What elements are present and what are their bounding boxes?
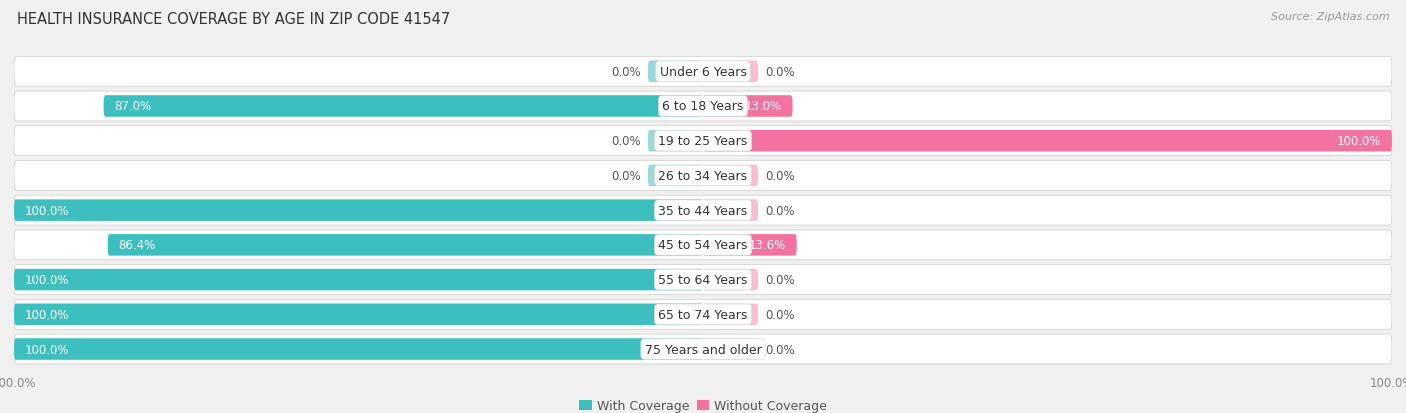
FancyBboxPatch shape — [703, 338, 758, 360]
Text: 0.0%: 0.0% — [765, 343, 794, 356]
FancyBboxPatch shape — [703, 165, 758, 187]
Text: 26 to 34 Years: 26 to 34 Years — [658, 169, 748, 183]
FancyBboxPatch shape — [703, 200, 758, 221]
Text: 19 to 25 Years: 19 to 25 Years — [658, 135, 748, 148]
Text: 100.0%: 100.0% — [24, 343, 69, 356]
Text: 100.0%: 100.0% — [24, 204, 69, 217]
FancyBboxPatch shape — [14, 265, 1392, 295]
FancyBboxPatch shape — [703, 235, 797, 256]
Text: Under 6 Years: Under 6 Years — [659, 66, 747, 78]
Text: 100.0%: 100.0% — [24, 308, 69, 321]
Text: 0.0%: 0.0% — [612, 135, 641, 148]
Text: 0.0%: 0.0% — [765, 273, 794, 286]
Legend: With Coverage, Without Coverage: With Coverage, Without Coverage — [574, 394, 832, 413]
Text: 75 Years and older: 75 Years and older — [644, 343, 762, 356]
Text: 35 to 44 Years: 35 to 44 Years — [658, 204, 748, 217]
FancyBboxPatch shape — [703, 304, 758, 325]
FancyBboxPatch shape — [14, 200, 703, 221]
Text: 13.0%: 13.0% — [745, 100, 782, 113]
Text: 100.0%: 100.0% — [24, 273, 69, 286]
Text: 0.0%: 0.0% — [765, 169, 794, 183]
Text: 0.0%: 0.0% — [765, 204, 794, 217]
Text: HEALTH INSURANCE COVERAGE BY AGE IN ZIP CODE 41547: HEALTH INSURANCE COVERAGE BY AGE IN ZIP … — [17, 12, 450, 27]
Text: 55 to 64 Years: 55 to 64 Years — [658, 273, 748, 286]
FancyBboxPatch shape — [104, 96, 703, 117]
Text: Source: ZipAtlas.com: Source: ZipAtlas.com — [1271, 12, 1389, 22]
FancyBboxPatch shape — [703, 96, 793, 117]
FancyBboxPatch shape — [703, 131, 1392, 152]
Text: 0.0%: 0.0% — [765, 308, 794, 321]
FancyBboxPatch shape — [14, 304, 703, 325]
Text: 65 to 74 Years: 65 to 74 Years — [658, 308, 748, 321]
Text: 100.0%: 100.0% — [1337, 135, 1382, 148]
Text: 13.6%: 13.6% — [749, 239, 786, 252]
FancyBboxPatch shape — [14, 300, 1392, 330]
FancyBboxPatch shape — [648, 131, 703, 152]
FancyBboxPatch shape — [14, 126, 1392, 156]
Text: 0.0%: 0.0% — [765, 66, 794, 78]
Text: 86.4%: 86.4% — [118, 239, 155, 252]
FancyBboxPatch shape — [14, 334, 1392, 364]
FancyBboxPatch shape — [14, 161, 1392, 191]
FancyBboxPatch shape — [703, 269, 758, 291]
FancyBboxPatch shape — [14, 92, 1392, 121]
FancyBboxPatch shape — [14, 269, 703, 291]
FancyBboxPatch shape — [14, 196, 1392, 225]
Text: 0.0%: 0.0% — [612, 66, 641, 78]
Text: 6 to 18 Years: 6 to 18 Years — [662, 100, 744, 113]
Text: 0.0%: 0.0% — [612, 169, 641, 183]
FancyBboxPatch shape — [648, 165, 703, 187]
FancyBboxPatch shape — [108, 235, 703, 256]
Text: 87.0%: 87.0% — [114, 100, 150, 113]
Text: 45 to 54 Years: 45 to 54 Years — [658, 239, 748, 252]
FancyBboxPatch shape — [703, 62, 758, 83]
FancyBboxPatch shape — [14, 57, 1392, 87]
FancyBboxPatch shape — [14, 230, 1392, 260]
FancyBboxPatch shape — [14, 338, 703, 360]
FancyBboxPatch shape — [648, 62, 703, 83]
